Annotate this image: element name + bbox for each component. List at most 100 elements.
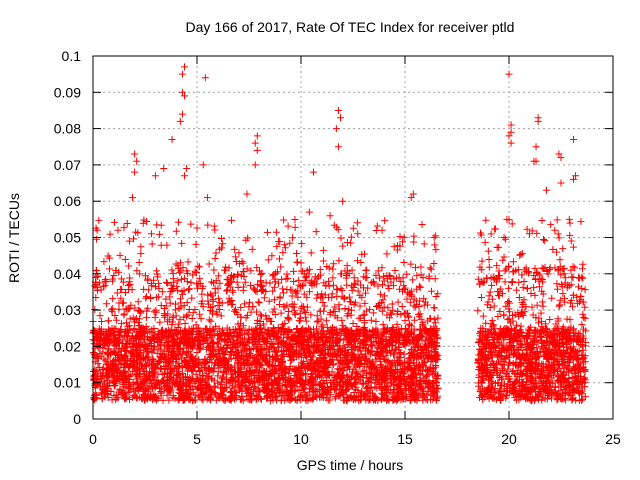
data-point xyxy=(204,300,212,308)
data-point xyxy=(556,301,564,309)
data-point xyxy=(211,255,219,263)
data-point xyxy=(397,311,405,319)
data-point xyxy=(257,271,265,279)
data-point xyxy=(432,246,440,254)
data-point xyxy=(410,238,418,246)
data-point xyxy=(283,270,291,278)
data-point xyxy=(244,395,252,403)
data-point xyxy=(378,264,386,272)
data-point xyxy=(274,268,282,276)
data-point xyxy=(179,290,187,298)
data-point xyxy=(258,312,266,320)
data-point xyxy=(349,224,357,232)
data-point xyxy=(308,395,316,403)
data-point xyxy=(410,232,418,240)
data-point xyxy=(180,286,188,294)
data-point xyxy=(95,216,103,224)
data-point xyxy=(140,285,148,293)
data-point xyxy=(237,303,245,311)
data-point xyxy=(181,319,189,327)
data-point xyxy=(329,281,337,289)
data-point xyxy=(288,292,296,300)
data-point xyxy=(147,230,155,238)
data-point xyxy=(372,317,380,325)
data-point xyxy=(418,221,426,229)
data-point xyxy=(215,294,223,302)
data-point xyxy=(297,259,305,267)
data-point xyxy=(127,301,135,309)
data-point xyxy=(120,224,128,232)
data-point xyxy=(488,317,496,325)
data-point xyxy=(569,243,577,251)
data-point xyxy=(157,221,165,229)
data-point xyxy=(393,320,401,328)
data-point xyxy=(192,370,200,378)
data-point xyxy=(298,240,306,248)
data-point xyxy=(214,272,222,280)
data-point xyxy=(431,241,439,249)
data-point xyxy=(185,286,193,294)
data-point xyxy=(170,278,178,286)
data-point xyxy=(96,312,104,320)
data-point xyxy=(109,305,117,313)
data-point xyxy=(321,302,329,310)
data-point xyxy=(578,285,586,293)
data-point xyxy=(188,315,196,323)
data-point xyxy=(212,249,220,257)
data-point xyxy=(353,219,361,227)
data-point xyxy=(137,243,145,251)
data-point xyxy=(216,306,224,314)
data-point xyxy=(329,265,337,273)
data-point xyxy=(322,377,330,385)
data-point xyxy=(121,256,129,264)
data-point xyxy=(270,305,278,313)
data-point xyxy=(396,233,404,241)
data-point xyxy=(400,258,408,266)
data-point xyxy=(145,286,153,294)
data-point xyxy=(169,270,177,278)
data-point xyxy=(581,286,589,294)
data-point xyxy=(312,228,320,236)
data-point xyxy=(183,278,191,286)
data-point xyxy=(329,274,337,282)
data-point xyxy=(125,262,133,270)
data-point xyxy=(318,290,326,298)
data-point xyxy=(265,297,273,305)
data-point xyxy=(431,275,439,283)
data-point xyxy=(331,394,339,402)
data-point xyxy=(490,302,498,310)
data-point xyxy=(382,384,390,392)
data-point xyxy=(556,296,564,304)
data-point xyxy=(284,314,292,322)
data-point xyxy=(93,267,101,275)
data-point xyxy=(425,366,433,374)
data-point xyxy=(419,322,427,330)
data-point xyxy=(337,234,345,242)
data-point xyxy=(559,290,567,298)
data-point xyxy=(400,233,408,241)
data-point xyxy=(264,228,272,236)
data-point xyxy=(394,308,402,316)
data-point xyxy=(207,317,215,325)
data-point xyxy=(319,246,327,254)
data-point xyxy=(168,266,176,274)
data-point xyxy=(374,267,382,275)
data-point xyxy=(106,265,114,273)
data-point xyxy=(228,216,236,224)
data-point xyxy=(566,219,574,227)
data-point xyxy=(338,286,346,294)
data-point xyxy=(156,230,164,238)
data-point xyxy=(177,275,185,283)
data-point xyxy=(189,367,197,375)
data-point xyxy=(111,312,119,320)
data-point xyxy=(222,263,230,271)
data-point xyxy=(124,281,132,289)
data-point xyxy=(417,263,425,271)
data-point xyxy=(118,285,126,293)
data-point xyxy=(383,250,391,258)
data-point xyxy=(214,379,222,387)
data-point xyxy=(129,235,137,243)
data-point xyxy=(293,258,301,266)
data-point xyxy=(540,236,548,244)
data-point xyxy=(581,303,589,311)
